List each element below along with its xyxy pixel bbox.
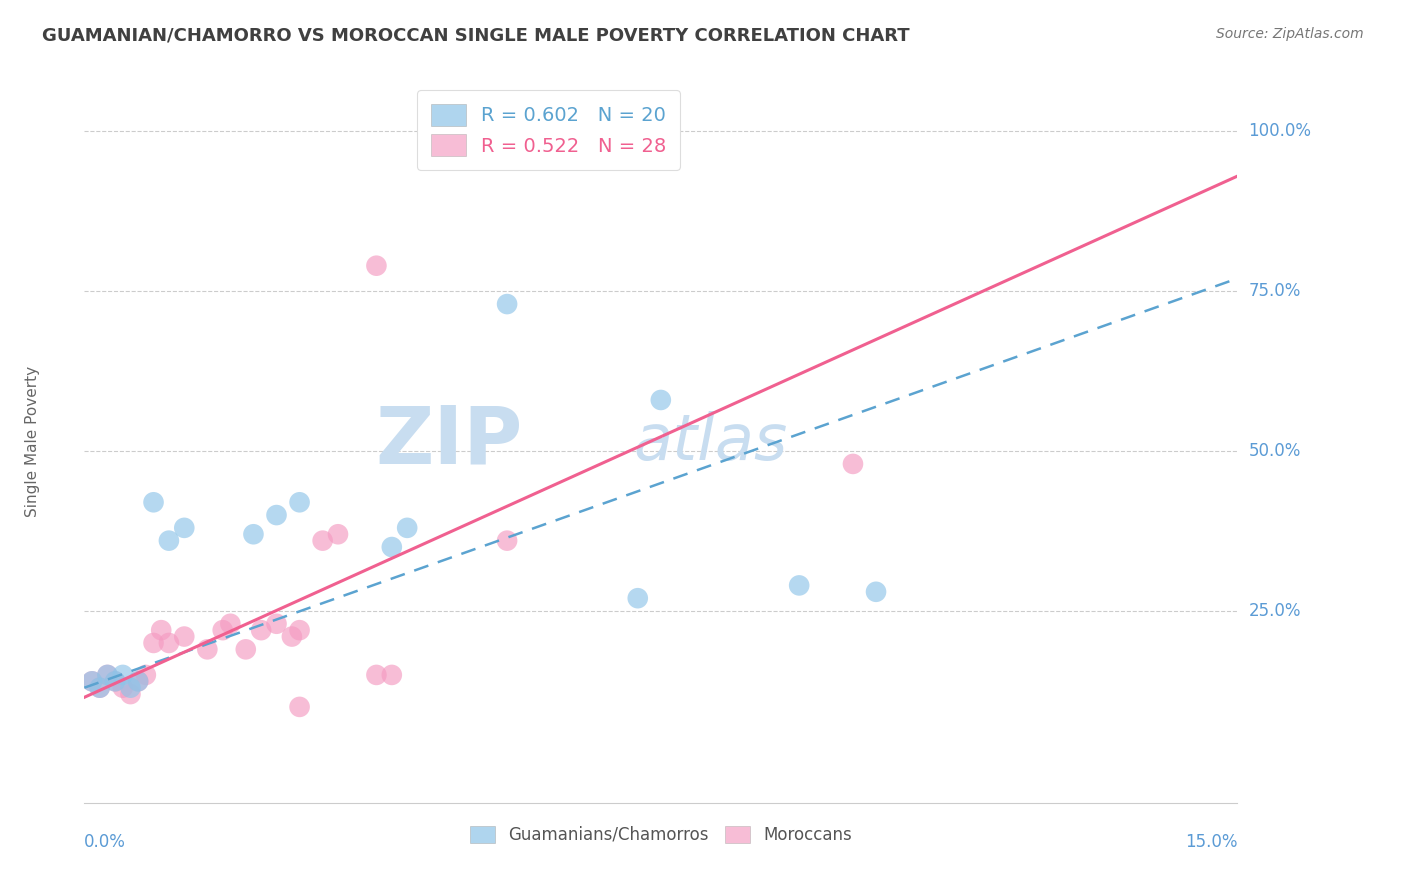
Point (104, 674, 127, 689)
Point (235, 642, 257, 657)
Text: ZIP: ZIP (375, 402, 523, 481)
Point (366, 259, 388, 273)
Point (650, 392, 672, 407)
Point (381, 668, 404, 682)
Point (120, 687, 142, 701)
Point (496, 297, 519, 311)
Text: atlas: atlas (633, 410, 787, 473)
Text: 0.0%: 0.0% (84, 833, 127, 851)
Point (120, 681, 142, 695)
Point (89, 681, 111, 695)
Point (250, 623, 273, 637)
Point (842, 457, 865, 471)
Point (150, 623, 173, 637)
Point (787, 578, 810, 592)
Point (157, 636, 180, 650)
Point (142, 495, 165, 509)
Text: GUAMANIAN/CHAMORRO VS MOROCCAN SINGLE MALE POVERTY CORRELATION CHART: GUAMANIAN/CHAMORRO VS MOROCCAN SINGLE MA… (42, 27, 910, 45)
Point (326, 527, 349, 541)
Point (865, 584, 887, 599)
Text: 15.0%: 15.0% (1185, 833, 1237, 851)
Text: 100.0%: 100.0% (1249, 122, 1312, 140)
Point (111, 668, 134, 682)
Text: Single Male Poverty: Single Male Poverty (25, 366, 39, 517)
Point (627, 591, 650, 606)
Point (211, 623, 233, 637)
Point (281, 630, 304, 644)
Point (266, 616, 288, 631)
Point (266, 508, 288, 522)
Text: Source: ZipAtlas.com: Source: ZipAtlas.com (1216, 27, 1364, 41)
Point (104, 674, 127, 689)
Text: 50.0%: 50.0% (1249, 442, 1301, 460)
Point (288, 699, 311, 714)
Point (127, 674, 149, 689)
Point (80, 674, 103, 689)
Point (142, 636, 165, 650)
Point (96, 668, 118, 682)
Point (157, 533, 180, 548)
Point (127, 674, 149, 689)
Point (288, 623, 311, 637)
Point (288, 495, 311, 509)
Text: 75.0%: 75.0% (1249, 282, 1301, 301)
Point (396, 521, 419, 535)
Point (173, 630, 195, 644)
Point (173, 521, 195, 535)
Point (111, 681, 134, 695)
Point (89, 681, 111, 695)
Point (381, 540, 404, 554)
Point (195, 642, 218, 657)
Point (219, 616, 242, 631)
Point (496, 533, 519, 548)
Point (135, 668, 157, 682)
Point (242, 527, 264, 541)
Legend: Guamanians/Chamorros, Moroccans: Guamanians/Chamorros, Moroccans (461, 817, 860, 852)
Text: 25.0%: 25.0% (1249, 602, 1301, 620)
Point (366, 668, 388, 682)
Point (96, 668, 118, 682)
Point (311, 533, 333, 548)
Point (80, 674, 103, 689)
